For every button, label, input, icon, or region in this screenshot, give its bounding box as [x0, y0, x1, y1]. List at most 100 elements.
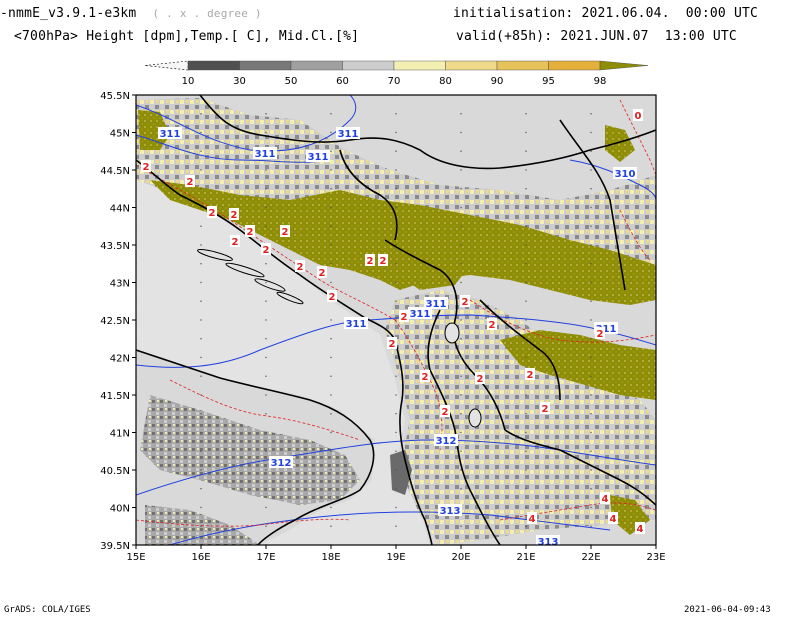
grid-dot	[590, 413, 592, 415]
grid-dot	[265, 375, 267, 377]
height-label-bg	[408, 307, 432, 319]
grid-dot	[200, 131, 202, 134]
height-label-bg	[536, 535, 560, 545]
temp-label-bg	[317, 266, 327, 278]
colorbar-label: 30	[233, 76, 246, 87]
grid-dot	[200, 150, 202, 152]
temp-label: 2	[297, 262, 304, 273]
init-value: 2021.06.04. 00:00 UTC	[581, 6, 759, 21]
grid-dot	[525, 281, 527, 284]
grid-dot	[460, 281, 462, 284]
grid-dot	[525, 225, 527, 227]
grid-dot	[460, 450, 462, 452]
grid-dot	[525, 300, 527, 302]
border-serbia-romania	[559, 119, 626, 291]
lon-label: 23E	[646, 552, 665, 563]
temp-label-bg	[635, 522, 645, 534]
grid-dot	[330, 525, 332, 527]
grid-dot	[460, 413, 462, 415]
fields-title: <700hPa> Height [dpm],Temp.[ C], Mid.Cl.…	[14, 29, 360, 44]
temp-label: 2	[209, 208, 216, 219]
temp-label: 4	[529, 514, 536, 525]
temp-label-bg	[229, 208, 239, 220]
grid-dot	[590, 525, 592, 527]
grid-dot	[330, 413, 332, 415]
grid-dot	[460, 525, 462, 527]
grid-dot	[395, 281, 397, 284]
grid-dot	[525, 488, 527, 490]
lon-label: 17E	[256, 552, 275, 563]
lat-label: 41.5N	[100, 391, 130, 402]
temp-label-bg	[475, 372, 485, 384]
grid-dot	[200, 356, 202, 359]
grid-dot	[590, 113, 592, 115]
temp-label-bg	[527, 512, 537, 524]
island	[197, 249, 233, 261]
grid-dot	[395, 356, 397, 359]
colorbar-label: 98	[594, 76, 607, 87]
temp-label-bg	[245, 225, 255, 237]
temp-label: 4	[637, 524, 644, 535]
grid-dot	[395, 225, 397, 227]
grid-dot	[590, 394, 592, 396]
grid-dot	[460, 263, 462, 265]
temp-label: 2	[462, 297, 469, 308]
height-label-bg	[269, 456, 293, 468]
temp-label: 2	[422, 372, 429, 383]
island	[225, 262, 265, 278]
valid-time: valid(+85h): 2021.JUN.07 13:00 UTC	[456, 29, 737, 44]
grid-dot	[330, 506, 332, 509]
grid-dot	[525, 244, 527, 246]
height-label-bg	[424, 297, 448, 309]
grid-dot	[460, 131, 462, 134]
temp-label-bg	[608, 512, 618, 524]
temp-label-bg	[261, 243, 271, 255]
grid-dot	[200, 169, 202, 171]
grid-dot	[460, 469, 462, 471]
temp-label: 2	[442, 407, 449, 418]
grid-dot	[200, 375, 202, 377]
lon-label: 15E	[126, 552, 145, 563]
border-albania-kosovo	[427, 309, 471, 491]
grid-dot	[265, 469, 267, 471]
temp-label-bg	[185, 175, 195, 187]
height-label: 311	[596, 324, 617, 335]
colorbar-labels: 10 30 50 60 70 80 90 95 98	[182, 76, 607, 87]
border-north	[199, 95, 656, 170]
temp-label-bg	[378, 254, 388, 266]
cloud-mixed-albania	[385, 290, 656, 545]
temp-label-bg	[230, 235, 240, 247]
grid-dot	[330, 244, 332, 246]
grid-dot	[460, 206, 462, 209]
grid-dot	[330, 450, 332, 452]
grid-dot	[525, 450, 527, 452]
colorbar-legend: 10 30 50 60 70 80 90 95 98	[144, 60, 649, 87]
grid-dot	[525, 169, 527, 171]
cloud-mixed-italy	[140, 395, 360, 505]
grid-dot	[200, 431, 202, 434]
grid-dot	[460, 488, 462, 490]
temp-label: 2	[401, 312, 408, 323]
temp-label: 2	[232, 237, 239, 248]
temp-label-bg	[595, 327, 605, 339]
grid-dot	[590, 375, 592, 377]
grid-dot	[265, 188, 267, 190]
height-label-bg	[306, 150, 330, 162]
grid-dot	[265, 338, 267, 340]
grid-dot	[525, 338, 527, 340]
grid-dot	[265, 488, 267, 490]
temp-contour-line	[136, 518, 351, 527]
colorbar-box	[144, 60, 189, 71]
grid-dot	[395, 263, 397, 265]
grid-dot	[395, 169, 397, 171]
grid-dot	[395, 188, 397, 190]
grid-dot	[330, 263, 332, 265]
temp-label: 2	[143, 162, 150, 173]
height-label-bg	[253, 147, 277, 159]
grid-dot	[590, 356, 592, 359]
height-contour-line	[136, 439, 656, 496]
temp-label: 2	[263, 245, 270, 256]
grid-dot	[460, 356, 462, 359]
grid-dot	[525, 206, 527, 209]
grid-dot	[200, 300, 202, 302]
